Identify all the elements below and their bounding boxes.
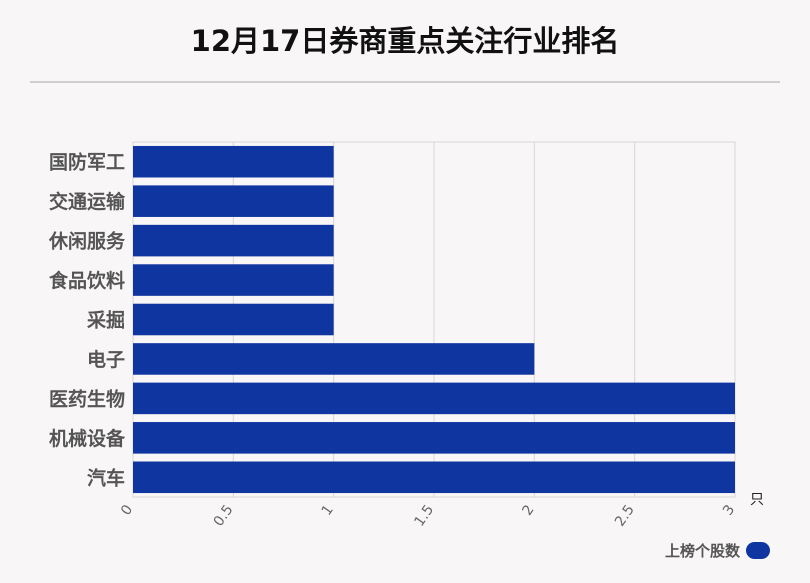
x-tick-label: 0 xyxy=(118,502,136,518)
bar xyxy=(133,422,735,454)
legend-label: 上榜个股数 xyxy=(664,542,740,560)
title-divider xyxy=(30,81,780,83)
bar xyxy=(133,224,334,257)
legend[interactable]: 上榜个股数 xyxy=(665,540,770,561)
x-tick-label: 3 xyxy=(720,502,738,518)
chart-title: 12月17日券商重点关注行业排名 xyxy=(190,24,620,58)
bar xyxy=(133,303,334,336)
legend-swatch xyxy=(746,542,770,559)
x-tick-label: 2 xyxy=(519,502,537,518)
bar xyxy=(133,264,334,296)
category-label: 机械设备 xyxy=(49,427,126,450)
x-tick-label: 2.5 xyxy=(612,502,638,529)
bar xyxy=(133,145,334,178)
category-label: 电子 xyxy=(87,348,125,371)
category-label: 国防军工 xyxy=(49,151,125,174)
x-axis-unit: 只 xyxy=(750,492,764,508)
x-tick-label: 0.5 xyxy=(211,502,237,529)
category-label: 汽车 xyxy=(87,466,125,489)
x-tick-label: 1.5 xyxy=(411,502,437,529)
category-label: 休闲服务 xyxy=(48,230,126,253)
x-tick-label: 1 xyxy=(319,502,337,518)
category-label: 采掘 xyxy=(87,309,125,332)
bar xyxy=(133,461,735,494)
bar xyxy=(133,185,334,217)
bar xyxy=(133,343,535,375)
category-label: 医药生物 xyxy=(49,387,125,410)
category-label: 食品饮料 xyxy=(49,269,125,292)
bar xyxy=(133,382,735,415)
category-label: 交通运输 xyxy=(49,190,126,213)
